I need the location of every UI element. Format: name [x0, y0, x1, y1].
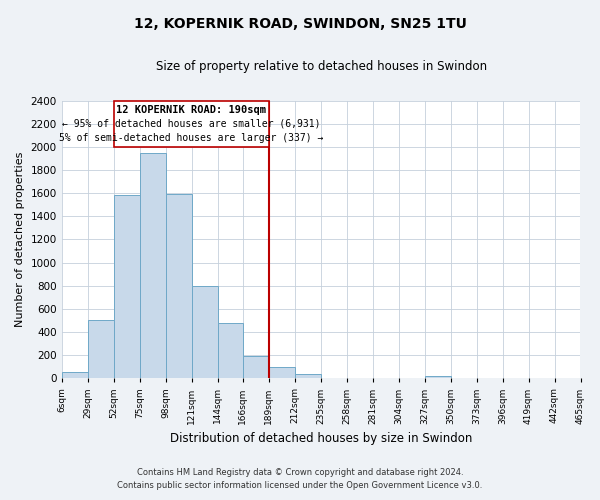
FancyBboxPatch shape [113, 100, 269, 147]
X-axis label: Distribution of detached houses by size in Swindon: Distribution of detached houses by size … [170, 432, 472, 445]
Text: 12 KOPERNIK ROAD: 190sqm: 12 KOPERNIK ROAD: 190sqm [116, 105, 266, 115]
Bar [62, 372, 88, 378]
Y-axis label: Number of detached properties: Number of detached properties [15, 152, 25, 327]
Bar [218, 322, 242, 378]
Bar [140, 152, 166, 378]
Bar [88, 320, 113, 378]
Bar [269, 368, 295, 378]
Text: ← 95% of detached houses are smaller (6,931): ← 95% of detached houses are smaller (6,… [62, 118, 320, 128]
Bar [166, 194, 191, 378]
Bar [425, 376, 451, 378]
Bar [295, 374, 320, 378]
Title: Size of property relative to detached houses in Swindon: Size of property relative to detached ho… [155, 60, 487, 73]
Text: Contains HM Land Registry data © Crown copyright and database right 2024.: Contains HM Land Registry data © Crown c… [137, 468, 463, 477]
Text: 12, KOPERNIK ROAD, SWINDON, SN25 1TU: 12, KOPERNIK ROAD, SWINDON, SN25 1TU [134, 18, 466, 32]
Text: Contains public sector information licensed under the Open Government Licence v3: Contains public sector information licen… [118, 482, 482, 490]
Bar [191, 286, 218, 378]
Bar [242, 356, 269, 378]
Bar [113, 196, 140, 378]
Text: 5% of semi-detached houses are larger (337) →: 5% of semi-detached houses are larger (3… [59, 132, 323, 142]
